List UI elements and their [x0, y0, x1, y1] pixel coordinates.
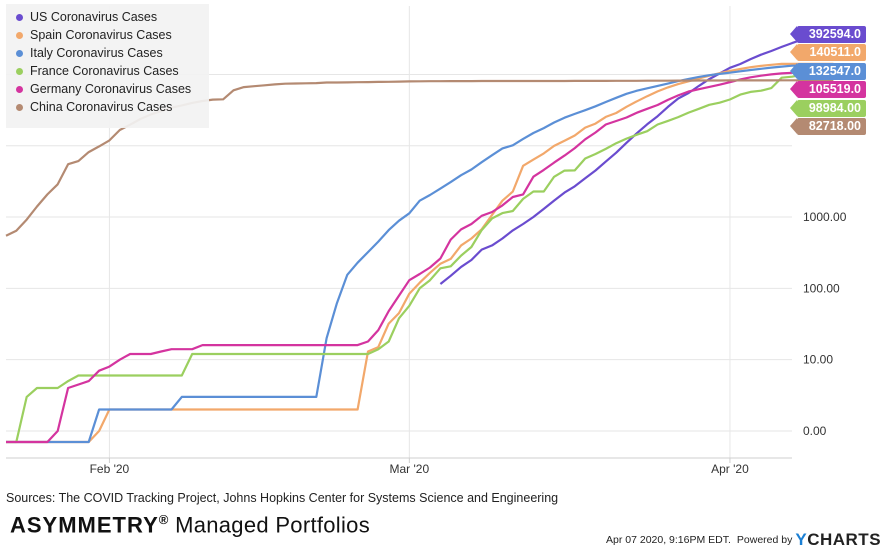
series-line-france: [6, 73, 834, 444]
series-line-italy: [6, 64, 834, 444]
series-line-germany: [6, 71, 834, 444]
powered-by-label: Powered by: [736, 534, 793, 546]
x-tick-label: Feb '20: [90, 462, 130, 476]
legend-label: Germany Coronavirus Cases: [30, 82, 192, 96]
brand-name: ASYMMETRY: [10, 512, 159, 538]
last-value-badge-germany: 105519.0: [790, 81, 866, 99]
y-tick-label: 100.00: [803, 281, 840, 295]
series-lines: [5, 31, 834, 444]
legend-label: China Coronavirus Cases: [30, 100, 173, 114]
brand-logo: ASYMMETRY® Managed Portfolios: [10, 512, 370, 538]
legend-item-france[interactable]: France Coronavirus Cases: [16, 62, 209, 80]
axes: 0.00 10.00 100.00 1000.00 Feb '20 Mar '20 Apr …: [6, 210, 847, 476]
ycharts-logo-text: CHARTS: [807, 530, 882, 549]
series-line-spain: [6, 62, 834, 444]
last-value-badge-italy: 132547.0: [790, 62, 866, 80]
last-value-badge-us: 392594.0: [790, 26, 866, 43]
legend-item-spain[interactable]: Spain Coronavirus Cases: [16, 26, 209, 44]
timestamp: Apr 07 2020, 9:16PM EDT.: [606, 534, 731, 546]
sources-text: Sources: The COVID Tracking Project, Joh…: [6, 491, 559, 505]
y-tick-label: 1000.00: [803, 210, 847, 224]
legend-label: Spain Coronavirus Cases: [30, 28, 172, 42]
legend-dot-icon: [16, 49, 23, 57]
legend-item-germany[interactable]: Germany Coronavirus Cases: [16, 80, 209, 98]
legend-item-italy[interactable]: Italy Coronavirus Cases: [16, 44, 209, 62]
last-value-badge-france: 98984.00: [790, 99, 866, 117]
brand-tagline: Managed Portfolios: [175, 512, 371, 538]
legend-dot-icon: [16, 85, 23, 93]
legend-item-us[interactable]: US Coronavirus Cases: [16, 8, 209, 26]
legend-label: Italy Coronavirus Cases: [30, 46, 163, 60]
legend: US Coronavirus Cases Spain Coronavirus Ca…: [6, 4, 209, 128]
legend-dot-icon: [16, 31, 23, 39]
ycharts-logo-y: Y: [795, 530, 808, 549]
y-tick-label: 10.00: [803, 353, 833, 367]
y-tick-label: 0.00: [803, 424, 827, 438]
legend-item-china[interactable]: China Coronavirus Cases: [16, 98, 209, 116]
legend-label: US Coronavirus Cases: [30, 10, 158, 24]
last-value-badge-china: 82718.00: [790, 118, 866, 135]
x-tick-label: Mar '20: [390, 462, 430, 476]
legend-dot-icon: [16, 67, 23, 75]
timestamp-area: Apr 07 2020, 9:16PM EDT. Powered by YCHA…: [606, 530, 881, 550]
legend-label: France Coronavirus Cases: [30, 64, 179, 78]
legend-dot-icon: [16, 13, 23, 21]
last-value-badge-spain: 140511.0: [790, 44, 866, 62]
series-line-us: [439, 31, 834, 285]
registered-mark: ®: [158, 512, 169, 527]
ycharts-logo[interactable]: YCHARTS: [795, 530, 881, 550]
x-tick-label: Apr '20: [711, 462, 749, 476]
legend-dot-icon: [16, 103, 23, 111]
